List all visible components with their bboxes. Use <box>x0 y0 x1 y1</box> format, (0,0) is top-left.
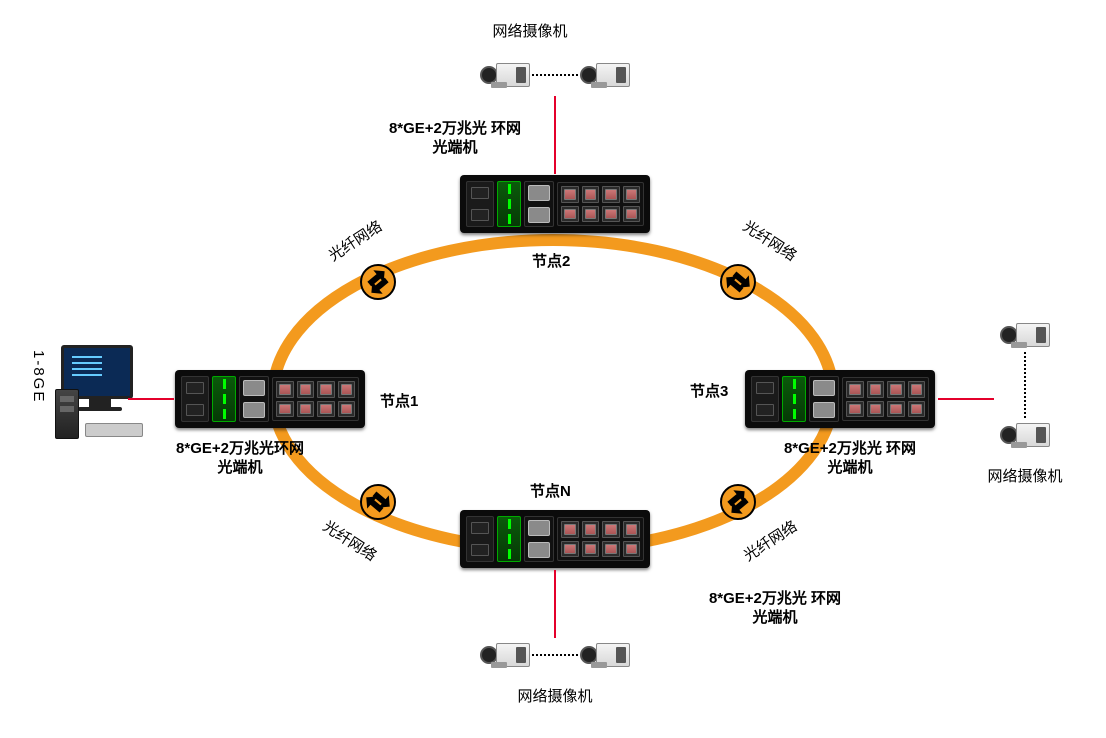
device-caption: 8*GE+2万兆光 环网 光端机 <box>360 120 550 158</box>
device-caption-line1: 8*GE+2万兆光 环网 <box>389 120 521 137</box>
pc-label: 1-8GE <box>30 350 47 403</box>
device-caption-line1: 8*GE+2万兆光 环网 <box>709 590 841 607</box>
camera-icon <box>1000 320 1050 350</box>
uplink-line <box>938 398 994 400</box>
switch-node2 <box>460 175 650 233</box>
switch-node3 <box>745 370 935 428</box>
device-caption-line1: 8*GE+2万兆光环网 <box>176 440 304 457</box>
device-caption-line2: 光端机 <box>752 609 797 626</box>
uplink-line <box>128 398 174 400</box>
camera-icon <box>480 640 530 670</box>
uplink-line <box>554 96 556 174</box>
camera-label: 网络摄像机 <box>517 685 592 706</box>
switch-node1 <box>175 370 365 428</box>
node-label: 节点1 <box>380 390 418 411</box>
device-caption-line2: 光端机 <box>827 459 872 476</box>
device-caption: 8*GE+2万兆光 环网 光端机 <box>680 590 870 628</box>
device-caption: 8*GE+2万兆光 环网 光端机 <box>755 440 945 478</box>
diagram-canvas: 光纤网络 光纤网络 光纤网络 光纤网络 节点1 节点2 节点3 节点N 8*GE… <box>0 0 1106 738</box>
node-label: 节点2 <box>532 250 570 271</box>
switch-nodeN <box>460 510 650 568</box>
camera-label: 网络摄像机 <box>987 465 1062 486</box>
camera-icon <box>1000 420 1050 450</box>
camera-icon <box>580 60 630 90</box>
fiber-ring <box>0 0 1106 738</box>
device-caption: 8*GE+2万兆光环网 光端机 <box>150 440 330 478</box>
uplink-line <box>554 570 556 638</box>
camera-label: 网络摄像机 <box>492 20 567 41</box>
node-label: 节点3 <box>690 380 728 401</box>
dotted-connector <box>532 74 578 76</box>
device-caption-line1: 8*GE+2万兆光 环网 <box>784 440 916 457</box>
pc-icon <box>55 345 145 440</box>
device-caption-line2: 光端机 <box>432 139 477 156</box>
camera-icon <box>580 640 630 670</box>
dotted-connector <box>1024 352 1026 418</box>
dotted-connector <box>532 654 578 656</box>
node-label: 节点N <box>530 480 571 501</box>
device-caption-line2: 光端机 <box>217 459 262 476</box>
camera-icon <box>480 60 530 90</box>
